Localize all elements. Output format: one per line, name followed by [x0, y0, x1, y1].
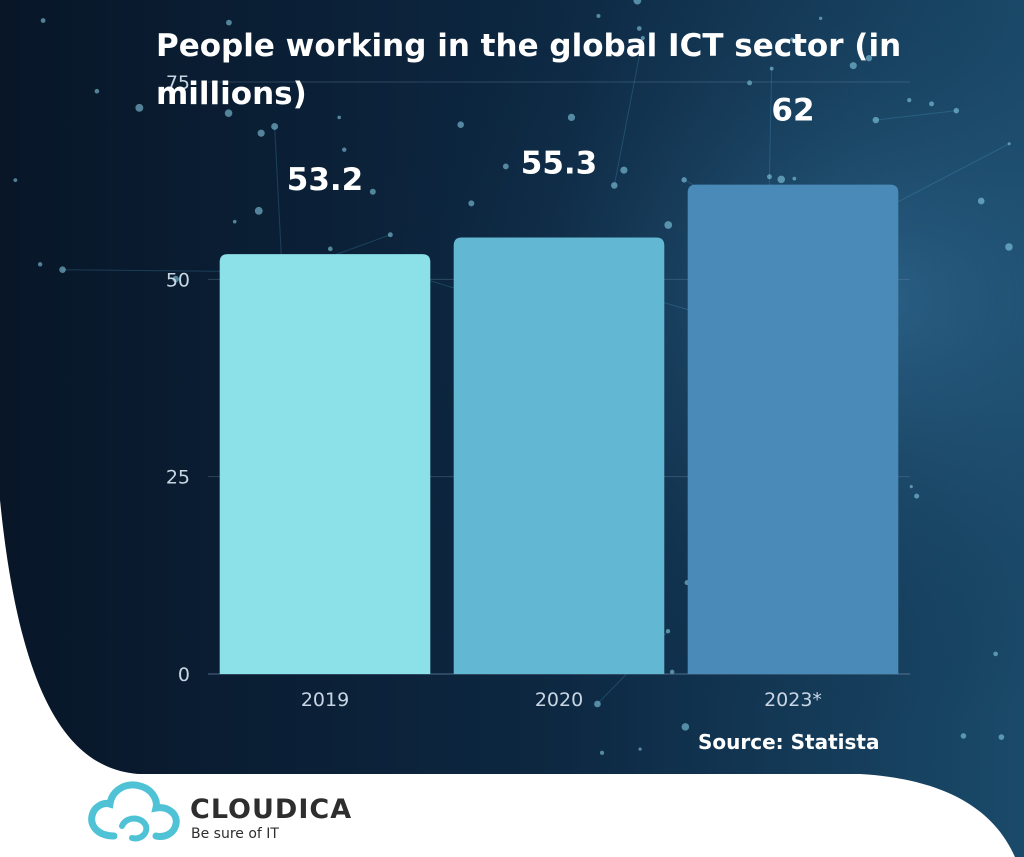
- network-node: [640, 36, 645, 41]
- network-node: [13, 178, 18, 183]
- network-node: [769, 66, 774, 71]
- network-node: [636, 26, 642, 31]
- x-tick-label: 2023*: [764, 689, 822, 711]
- network-node: [865, 55, 873, 62]
- network-node: [872, 116, 880, 124]
- network-node: [777, 175, 786, 184]
- network-node: [610, 182, 618, 189]
- network-node: [665, 629, 671, 634]
- network-node: [681, 177, 687, 183]
- network-node: [257, 129, 265, 137]
- network-node: [457, 121, 464, 128]
- network-node: [40, 18, 46, 23]
- value-label: 55.3: [521, 145, 598, 181]
- cloud-icon: [88, 781, 180, 842]
- source-note: Source: Statista: [698, 730, 880, 754]
- network-node: [172, 275, 179, 283]
- network-node: [998, 734, 1005, 740]
- network-link: [875, 110, 957, 121]
- network-node: [567, 113, 576, 122]
- network-node: [909, 485, 913, 489]
- y-tick-label: 25: [166, 467, 190, 489]
- network-node: [599, 750, 605, 755]
- network-node: [232, 219, 237, 224]
- y-axis-ticks: 0 25 50 75: [166, 72, 190, 686]
- value-label: 62: [771, 93, 814, 129]
- bar: [453, 237, 665, 675]
- y-tick-label: 75: [166, 72, 190, 94]
- x-axis-ticks: 2019 2020 2023*: [301, 689, 822, 711]
- network-link: [613, 37, 644, 186]
- network-node: [633, 0, 642, 5]
- value-labels: 53.2 55.3 62: [287, 93, 815, 198]
- brand-tagline: Be sure of IT: [191, 826, 279, 842]
- network-node: [596, 13, 601, 19]
- network-node: [953, 107, 960, 114]
- network-node: [792, 176, 797, 181]
- network-node: [907, 98, 912, 103]
- brand-logo: CLOUDICA Be sure of IT: [86, 776, 406, 846]
- network-node: [669, 669, 675, 675]
- x-tick-label: 2019: [301, 689, 349, 711]
- chart-title: People working in the global ICT sector …: [156, 28, 902, 112]
- network-node: [59, 266, 66, 273]
- network-node: [638, 747, 642, 751]
- network-node: [766, 174, 772, 180]
- network-node: [929, 101, 935, 107]
- network-node: [135, 103, 144, 112]
- network-node: [94, 88, 100, 94]
- network-node: [1005, 243, 1013, 251]
- network-node: [337, 115, 342, 120]
- network-node: [993, 651, 998, 657]
- network-link: [768, 68, 773, 177]
- network-node: [960, 733, 967, 739]
- network-node: [1007, 142, 1011, 146]
- network-node: [790, 37, 795, 42]
- y-tick-label: 50: [166, 269, 190, 291]
- network-node: [387, 232, 393, 238]
- network-node: [747, 80, 753, 86]
- network-node: [37, 262, 43, 267]
- network-node: [818, 16, 823, 20]
- network-node: [327, 246, 333, 252]
- network-node: [342, 147, 347, 152]
- bar: [687, 184, 899, 674]
- network-node: [226, 19, 232, 26]
- brand-name: CLOUDICA: [190, 794, 353, 825]
- bars: [219, 184, 899, 675]
- network-node: [502, 163, 509, 170]
- network-node: [271, 122, 279, 130]
- y-tick-label: 0: [178, 664, 190, 686]
- network-node: [664, 221, 673, 229]
- network-node: [977, 197, 985, 205]
- bar: [219, 254, 431, 675]
- network-node: [849, 62, 857, 70]
- network-node: [681, 723, 690, 731]
- network-node: [369, 188, 376, 195]
- x-tick-label: 2020: [535, 689, 583, 711]
- network-node: [620, 166, 628, 174]
- network-node: [594, 700, 601, 708]
- value-label: 53.2: [287, 162, 364, 198]
- network-node: [468, 200, 475, 207]
- network-node: [914, 493, 920, 499]
- network-node: [224, 109, 233, 117]
- network-node: [254, 206, 263, 215]
